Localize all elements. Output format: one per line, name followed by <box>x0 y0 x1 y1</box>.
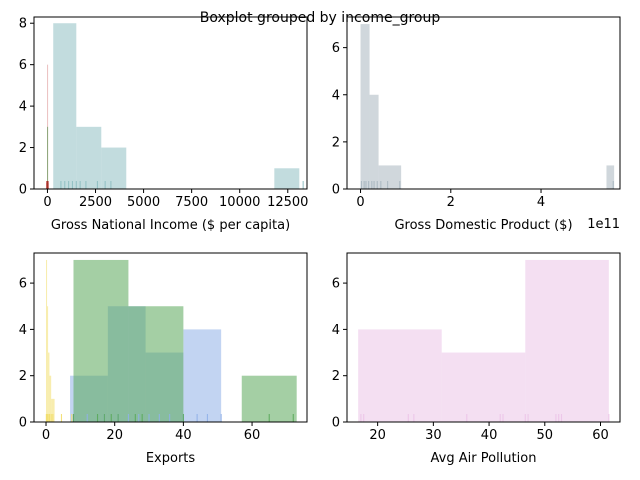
subplot-2: 0 2 4 0 2 4 6 Gross Domestic Product ($) 1e11 <box>332 16 621 233</box>
histogram-bar <box>46 259 48 422</box>
histogram-bar <box>51 398 55 422</box>
y-tick-label: 2 <box>332 135 340 150</box>
plot-area <box>360 24 615 189</box>
y-tick-label: 4 <box>19 323 27 338</box>
y-axis: 0 2 4 6 8 <box>19 17 34 198</box>
y-tick-label: 6 <box>332 41 340 56</box>
y-tick-label: 0 <box>19 416 27 431</box>
x-axis-label: Gross National Income ($ per capita) <box>51 218 290 233</box>
x-tick-label: 20 <box>369 428 386 443</box>
x-tick-label: 5000 <box>127 195 160 210</box>
x-axis: 0 2 4 <box>356 189 545 210</box>
subplot-4: 20 30 40 50 60 0 2 4 6 Avg Air Pollution <box>332 252 621 466</box>
series-3 <box>73 259 297 422</box>
y-tick-label: 4 <box>19 100 27 115</box>
rug-series-1 <box>360 414 610 422</box>
y-tick-label: 2 <box>332 369 340 384</box>
plot-area <box>46 23 304 189</box>
histogram-bar <box>274 168 300 189</box>
y-tick-label: 4 <box>332 88 340 103</box>
x-tick-label: 0 <box>42 428 50 443</box>
histogram-bar <box>360 24 370 189</box>
x-axis: 20 30 40 50 60 <box>369 422 609 443</box>
x-axis: 0 2500 5000 7500 10000 12500 <box>43 189 308 210</box>
x-tick-label: 4 <box>537 195 545 210</box>
histogram-bar <box>183 329 222 422</box>
y-tick-label: 2 <box>19 369 27 384</box>
x-tick-label: 60 <box>244 428 261 443</box>
series-1 <box>53 23 300 189</box>
x-tick-label: 0 <box>356 195 364 210</box>
histogram-bar <box>441 352 526 422</box>
x-axis-offset-label: 1e11 <box>587 217 620 232</box>
x-tick-label: 40 <box>481 428 498 443</box>
histogram-bar <box>47 126 49 189</box>
histogram-bar <box>525 259 609 422</box>
y-tick-label: 0 <box>332 183 340 198</box>
y-tick-label: 8 <box>19 17 27 32</box>
plot-area <box>358 259 610 422</box>
y-axis: 0 2 4 6 <box>19 277 34 431</box>
y-tick-label: 4 <box>332 323 340 338</box>
series-1 <box>358 259 609 422</box>
histogram-bar <box>128 306 184 422</box>
rug-series-4 <box>46 181 49 189</box>
histogram-bar <box>73 259 129 422</box>
axes-frame <box>346 252 621 423</box>
axes-frame <box>346 16 621 190</box>
x-tick-label: 2 <box>447 195 455 210</box>
histogram-bar <box>47 306 49 422</box>
histogram-bar <box>369 94 379 189</box>
x-axis-label: Gross Domestic Product ($) <box>394 218 572 233</box>
x-tick-label: 10000 <box>219 195 260 210</box>
rug-series-2 <box>45 414 73 422</box>
y-tick-label: 0 <box>332 416 340 431</box>
x-axis: 0 20 40 60 <box>42 422 260 443</box>
rug-series-1 <box>360 181 614 189</box>
histogram-bar <box>49 375 52 422</box>
x-tick-label: 30 <box>425 428 442 443</box>
subplot-3: 0 20 40 60 0 2 4 6 Exports <box>19 252 308 466</box>
histogram-bar <box>378 165 402 189</box>
histogram-bar <box>606 165 615 189</box>
histogram-bar <box>53 23 77 189</box>
x-tick-label: 60 <box>592 428 609 443</box>
y-tick-label: 2 <box>19 141 27 156</box>
x-tick-label: 7500 <box>175 195 208 210</box>
y-tick-label: 0 <box>19 183 27 198</box>
y-tick-label: 6 <box>19 277 27 292</box>
y-axis: 0 2 4 6 <box>332 277 347 431</box>
series-1 <box>360 24 615 189</box>
rug-series-1 <box>60 181 304 189</box>
x-tick-label: 50 <box>537 428 554 443</box>
y-tick-label: 6 <box>332 277 340 292</box>
rug-series-3 <box>72 414 294 422</box>
x-tick-label: 0 <box>43 195 51 210</box>
axes-frame <box>33 252 308 423</box>
figure-title: Boxplot grouped by income_group <box>200 10 441 26</box>
histogram-bar <box>358 329 442 422</box>
histogram-bar <box>48 352 50 422</box>
series-2 <box>46 259 55 422</box>
x-tick-label: 12500 <box>267 195 308 210</box>
x-tick-label: 2500 <box>79 195 112 210</box>
x-axis-label: Avg Air Pollution <box>431 451 537 466</box>
plot-area <box>45 259 297 422</box>
y-tick-label: 6 <box>19 58 27 73</box>
subplot-1: 0 2500 5000 7500 10000 12500 0 2 4 6 8 Gross Nation… <box>19 16 308 233</box>
x-tick-label: 20 <box>106 428 123 443</box>
x-tick-label: 40 <box>175 428 192 443</box>
histogram-bar <box>76 126 102 189</box>
y-axis: 0 2 4 6 <box>332 41 347 198</box>
axes-frame <box>33 16 308 190</box>
series-3 <box>47 126 49 189</box>
x-axis-label: Exports <box>146 451 196 466</box>
